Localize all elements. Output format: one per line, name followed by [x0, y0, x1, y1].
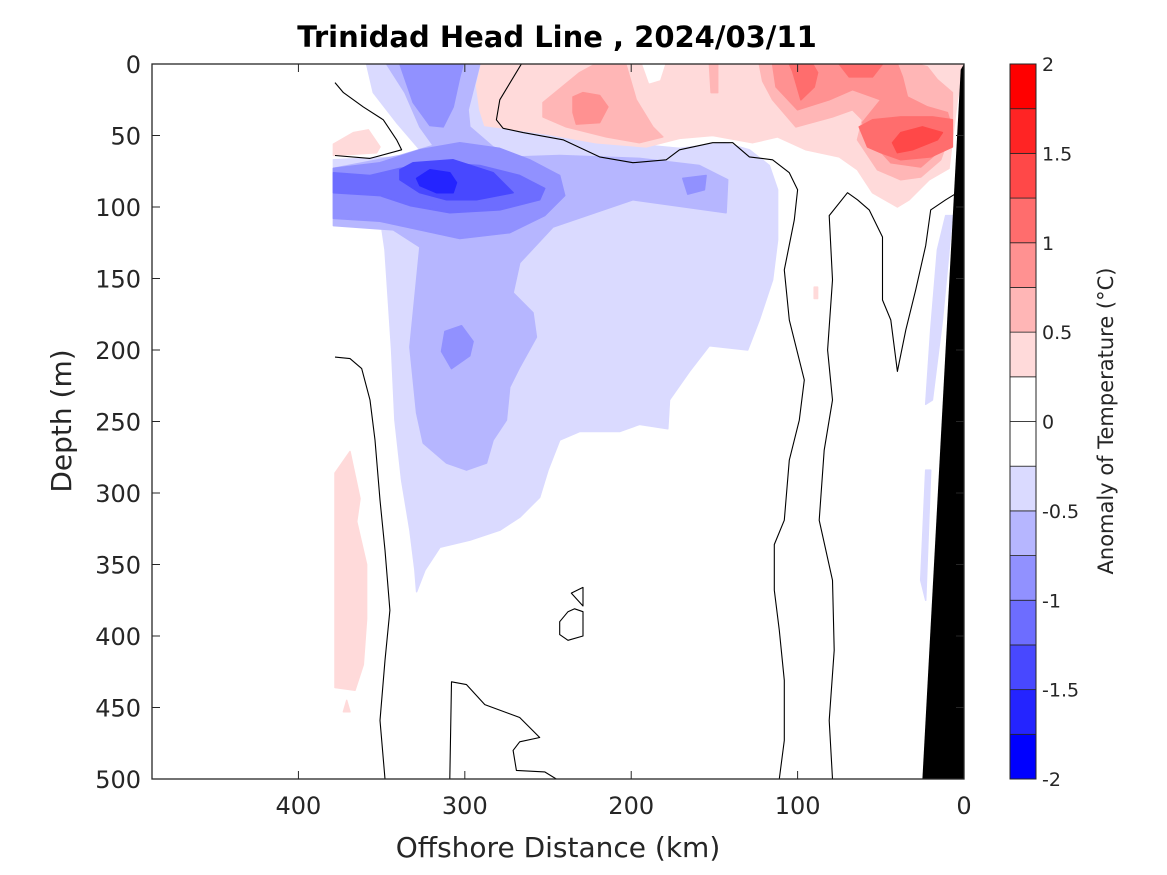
zero-contour-bottom: [449, 681, 557, 779]
y-tick-label: 150: [95, 266, 141, 294]
contour-region-warm-anomaly-1-north: [788, 64, 819, 101]
zero-contour-loop-hexagon: [559, 608, 584, 641]
colorbar-swatch: [1009, 733, 1037, 780]
colorbar-label: Anomaly of Temperature (°C): [1094, 268, 1118, 575]
x-tick-label: 100: [775, 792, 821, 820]
x-tick-label: 200: [608, 792, 654, 820]
contour-region-cold-anomaly-strong-surface: [399, 64, 464, 128]
colorbar-swatch: [1009, 510, 1037, 556]
contour-region-cold-anomaly-strong-deep: [440, 324, 474, 370]
x-tick-labels: 400 300 200 100 0: [276, 792, 972, 820]
colorbar: -2 -1.5 -1 -0.5 0 0.5 1 1.5 2: [1009, 54, 1079, 791]
chart-title: Trinidad Head Line , 2024/03/11: [297, 20, 817, 54]
colorbar-tick-label: 0: [1042, 412, 1054, 434]
y-tick-label: 250: [95, 409, 141, 437]
contour-region-cold-anomaly-1.5: [415, 169, 458, 194]
contour-region-warm-anomaly-light-deep-blob: [342, 699, 351, 713]
contour-region-warm-anomaly-1.25: [891, 126, 944, 154]
y-tick-labels: 0 50 100 150 200 250 300 350 400 450 500: [95, 51, 141, 794]
plot-frame: [151, 63, 965, 780]
contour-region-warm-anomaly-1-surface: [838, 64, 884, 78]
filled-contours: [332, 64, 964, 713]
colorbar-swatch: [1009, 376, 1037, 422]
colorbar-frame: [1009, 63, 1037, 780]
colorbar-tick-label: -2: [1042, 769, 1061, 791]
y-tick-label: 50: [110, 123, 141, 151]
y-tick-label: 450: [95, 695, 141, 723]
contour-region-neutral-notch: [642, 64, 666, 84]
contour-region-warm-anomaly-0.75-center: [572, 91, 609, 125]
y-tick-label: 100: [95, 194, 141, 222]
colorbar-swatch: [1009, 644, 1037, 691]
contour-region-warm-anomaly-light-speck: [813, 286, 819, 300]
colorbar-swatch: [1009, 599, 1037, 646]
zero-contour-lines: [334, 64, 958, 779]
colorbar-tick-label: 1.5: [1042, 143, 1072, 165]
zero-contour-west-deep: [334, 356, 391, 779]
zero-contour-main: [495, 64, 805, 779]
colorbar-swatch: [1009, 108, 1037, 154]
colorbar-swatch: [1009, 331, 1037, 378]
colorbar-swatch: [1009, 465, 1037, 512]
seafloor-mask: [922, 64, 964, 779]
y-axis-label: Depth (m): [45, 349, 78, 492]
colorbar-swatch: [1009, 242, 1037, 288]
zero-contour-loop-triangle: [570, 586, 584, 607]
colorbar-tick-label: 0.5: [1042, 322, 1072, 344]
y-tick-label: 200: [95, 337, 141, 365]
colorbar-swatch: [1009, 421, 1037, 467]
contour-region-warm-anomaly-light-deep: [334, 450, 368, 692]
colorbar-tick-label: 2: [1042, 54, 1054, 76]
bathymetry-layer: [922, 64, 964, 779]
y-tick-label: 0: [126, 51, 141, 79]
y-tick-label: 500: [95, 766, 141, 794]
colorbar-tick-label: 1: [1042, 233, 1054, 255]
zero-contour-west-shallow: [334, 82, 403, 159]
colorbar-swatch: [1009, 63, 1037, 110]
y-tick-label: 300: [95, 480, 141, 508]
colorbar-tick-label: -0.5: [1042, 501, 1079, 523]
colorbar-swatch: [1009, 555, 1037, 601]
colorbar-swatch: [1009, 287, 1037, 333]
contour-region-cold-anomaly-light-shelf-1: [924, 214, 954, 406]
x-tick-label: 0: [956, 792, 971, 820]
x-axis-label: Offshore Distance (km): [396, 831, 721, 864]
colorbar-tick-label: -1.5: [1042, 680, 1079, 702]
colorbar-tick-label: -1: [1042, 590, 1061, 612]
zero-contour-nearshore: [818, 192, 958, 779]
colorbar-swatch: [1009, 152, 1037, 199]
contour-region-cold-anomaly-light-shelf-2: [919, 469, 932, 602]
contour-region-cold-anomaly-strong-east: [682, 174, 707, 195]
contour-region-warm-anomaly-medium-strip: [708, 64, 719, 94]
contour-region-warm-anomaly-light-west: [332, 129, 381, 157]
colorbar-swatch: [1009, 197, 1037, 244]
colorbar-swatch: [1009, 689, 1037, 735]
y-tick-label: 400: [95, 623, 141, 651]
y-tick-label: 350: [95, 552, 141, 580]
x-tick-label: 400: [276, 792, 322, 820]
x-tick-label: 300: [442, 792, 488, 820]
